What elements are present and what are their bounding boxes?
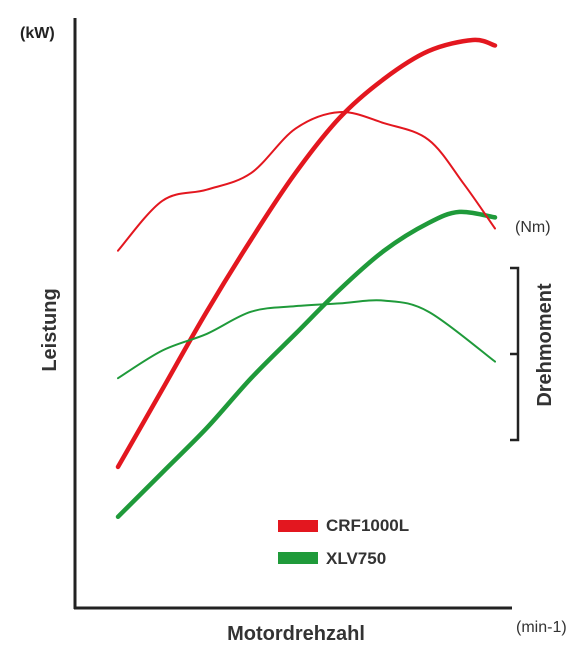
legend-label-crf1000l: CRF1000L bbox=[326, 516, 409, 535]
y-right-axis-title: Drehmoment bbox=[534, 283, 556, 407]
legend-label-xlv750: XLV750 bbox=[326, 549, 386, 568]
series-group bbox=[115, 37, 498, 520]
y-left-unit: (kW) bbox=[20, 25, 55, 42]
y-right-unit: (Nm) bbox=[515, 219, 551, 236]
legend: CRF1000L XLV750 bbox=[278, 516, 409, 568]
series-line-crf1000l-leistung bbox=[115, 37, 498, 470]
legend-swatch-crf1000l bbox=[278, 520, 318, 532]
legend-swatch-xlv750 bbox=[278, 552, 318, 564]
series-line-xlv750-drehmoment bbox=[117, 299, 496, 380]
series-line-xlv750-leistung bbox=[115, 209, 498, 520]
x-axis-title: Motordrehzahl bbox=[227, 623, 365, 645]
drehmoment-bracket bbox=[510, 266, 520, 442]
y-left-axis-title: Leistung bbox=[39, 288, 61, 371]
x-unit: (min-1) bbox=[516, 619, 567, 636]
series-line-crf1000l-drehmoment bbox=[117, 111, 496, 252]
